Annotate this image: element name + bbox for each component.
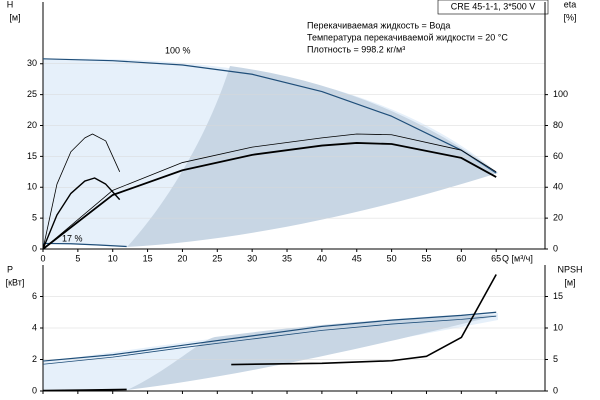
curve bbox=[42, 133, 121, 250]
y-tick-label: 0 bbox=[32, 243, 37, 253]
x-tick-label: 5 bbox=[75, 253, 80, 263]
curve bbox=[42, 315, 497, 365]
y-tick-label: 2 bbox=[32, 354, 37, 364]
x-tick-label: 15 bbox=[143, 253, 153, 263]
curve bbox=[42, 142, 497, 250]
x-tick-label: 35 bbox=[282, 253, 292, 263]
curve bbox=[42, 58, 497, 174]
y-tick-label: 20 bbox=[27, 120, 37, 130]
curve bbox=[42, 133, 497, 250]
note: Плотность = 998.2 кг/м³ bbox=[307, 44, 405, 54]
note: Температура перекачиваемой жидкости = 20… bbox=[307, 32, 508, 42]
x-tick-label: 45 bbox=[352, 253, 362, 263]
y-axis-unit: [кВт] bbox=[6, 277, 25, 287]
y2-tick-label: 15 bbox=[553, 291, 563, 301]
annotation: 100 % bbox=[165, 45, 191, 55]
y2-tick-label: 100 bbox=[553, 89, 568, 99]
efficient-range bbox=[127, 315, 498, 390]
y2-axis-unit: [%] bbox=[563, 12, 576, 22]
curve bbox=[42, 311, 497, 362]
y-axis-label: P bbox=[7, 264, 13, 274]
x-axis-label: Q [м³/ч] bbox=[502, 253, 533, 263]
x-tick-label: 30 bbox=[247, 253, 257, 263]
x-tick-label: 20 bbox=[177, 253, 187, 263]
y-axis-unit: [м] bbox=[9, 12, 20, 22]
curve bbox=[42, 242, 127, 248]
y2-tick-label: 5 bbox=[553, 354, 558, 364]
x-tick-label: 60 bbox=[456, 253, 466, 263]
annotation: 17 % bbox=[62, 233, 83, 243]
x-tick-label: 55 bbox=[421, 253, 431, 263]
y-tick-label: 6 bbox=[32, 291, 37, 301]
y2-axis-unit: [м] bbox=[564, 277, 575, 287]
y2-axis-label: eta bbox=[564, 0, 577, 9]
x-tick-label: 40 bbox=[317, 253, 327, 263]
y2-tick-label: 0 bbox=[553, 243, 558, 253]
y2-tick-label: 10 bbox=[553, 322, 563, 332]
y-tick-label: 30 bbox=[27, 58, 37, 68]
y-tick-label: 0 bbox=[32, 385, 37, 395]
y2-tick-label: 0 bbox=[553, 385, 558, 395]
y-tick-label: 4 bbox=[32, 322, 37, 332]
y2-tick-label: 80 bbox=[553, 120, 563, 130]
x-tick-label: 25 bbox=[212, 253, 222, 263]
y2-tick-label: 40 bbox=[553, 182, 563, 192]
note: Перекачиваемая жидкость = Вода bbox=[307, 20, 450, 30]
y-tick-label: 5 bbox=[32, 213, 37, 223]
y2-axis-label: NPSH bbox=[557, 264, 582, 274]
x-tick-label: 10 bbox=[108, 253, 118, 263]
y-tick-label: 15 bbox=[27, 151, 37, 161]
model-box bbox=[437, 0, 549, 15]
curve bbox=[231, 274, 497, 366]
curve bbox=[42, 177, 121, 250]
model-title: CRE 45-1-1, 3*500 V bbox=[451, 1, 536, 11]
x-tick-label: 0 bbox=[40, 253, 45, 263]
y2-tick-label: 20 bbox=[553, 213, 563, 223]
y-tick-label: 25 bbox=[27, 89, 37, 99]
y2-tick-label: 60 bbox=[553, 151, 563, 161]
y-tick-label: 10 bbox=[27, 182, 37, 192]
x-tick-label: 65 bbox=[491, 253, 501, 263]
x-tick-label: 50 bbox=[387, 253, 397, 263]
curve bbox=[42, 388, 127, 392]
y-axis-label: H bbox=[7, 0, 14, 9]
